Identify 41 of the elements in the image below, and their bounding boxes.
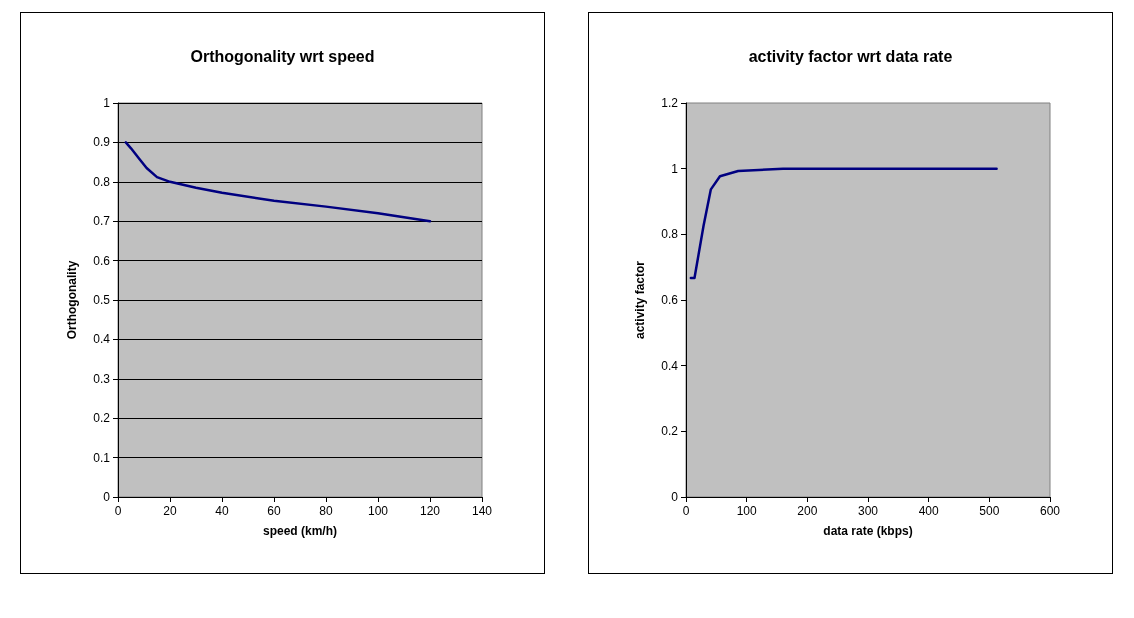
x-tick-label: 80 [319,504,333,518]
x-tick-label: 60 [267,504,281,518]
x-tick-label: 140 [471,504,493,518]
x-axis-title: data rate (kbps) [823,524,913,538]
x-tick-label: 200 [797,504,818,518]
y-tick-label: 0.9 [93,135,111,150]
x-tick-label: 20 [163,504,177,518]
chart-title: activity factor wrt data rate [748,47,953,65]
y-tick-label: 0 [103,490,111,504]
line-series [689,167,998,280]
y-tick-label: 0.5 [93,293,111,307]
y-tick-label: 0.4 [661,358,679,373]
line-series [124,141,432,223]
y-tick-label: 0 [671,490,679,504]
x-tick-label: 600 [1039,504,1061,518]
x-axis-title: speed (km/h) [262,524,338,538]
y-tick-label: 0.6 [661,293,679,307]
y-tick-label: 0.7 [93,214,111,229]
x-tick-label: 100 [367,504,389,518]
chart-title: Orthogonality wrt speed [190,47,375,65]
y-axis-title: Orthogonality [65,260,79,340]
x-tick-label: 500 [979,504,1000,518]
y-tick-label: 1.2 [661,96,679,110]
x-tick-label: 100 [736,504,757,518]
x-tick-label: 120 [419,504,441,518]
y-tick-label: 0.1 [93,450,111,465]
y-tick-label: 0.2 [93,411,111,426]
y-tick-label: 0.2 [661,424,679,439]
x-tick-label: 0 [682,504,690,518]
y-tick-label: 0.3 [93,371,111,386]
x-tick-label: 0 [114,504,122,518]
y-tick-label: 1 [103,96,111,110]
y-tick-label: 0.6 [93,253,111,268]
y-tick-label: 1 [671,161,679,176]
x-tick-label: 300 [857,504,879,518]
y-tick-label: 0.8 [661,227,679,242]
x-tick-label: 40 [215,504,229,518]
y-tick-label: 0.4 [93,332,111,347]
y-axis-title: activity factor [633,260,647,340]
x-tick-label: 400 [918,504,939,518]
y-tick-label: 0.8 [93,174,111,189]
